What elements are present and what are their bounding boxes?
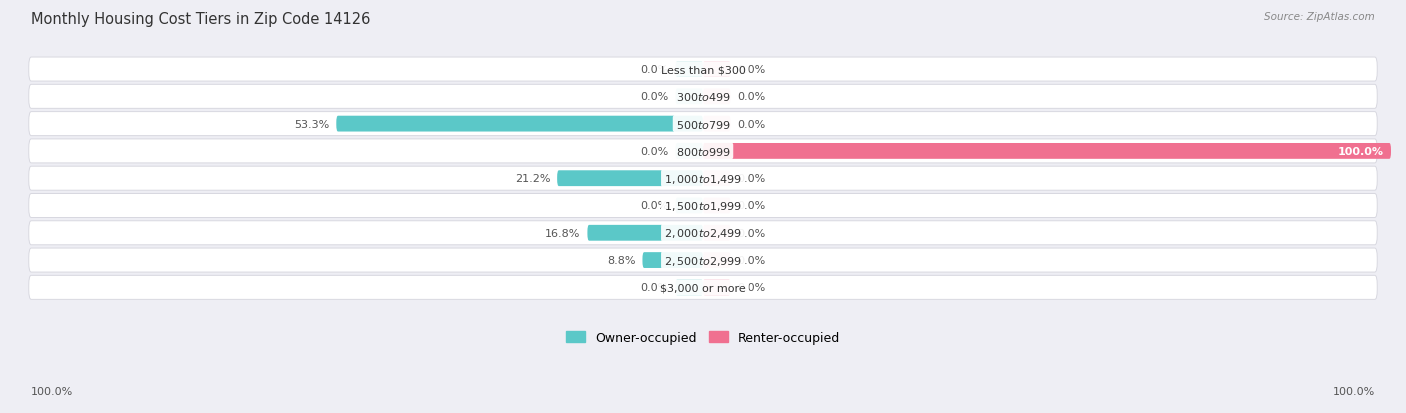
FancyBboxPatch shape bbox=[28, 276, 1378, 300]
Text: 0.0%: 0.0% bbox=[737, 174, 766, 184]
FancyBboxPatch shape bbox=[703, 116, 731, 132]
Text: 0.0%: 0.0% bbox=[640, 282, 669, 293]
FancyBboxPatch shape bbox=[28, 167, 1378, 191]
Legend: Owner-occupied, Renter-occupied: Owner-occupied, Renter-occupied bbox=[561, 326, 845, 349]
Text: $800 to $999: $800 to $999 bbox=[675, 145, 731, 157]
Text: 0.0%: 0.0% bbox=[640, 201, 669, 211]
Text: 0.0%: 0.0% bbox=[737, 65, 766, 75]
Text: 0.0%: 0.0% bbox=[737, 201, 766, 211]
Text: 0.0%: 0.0% bbox=[737, 119, 766, 129]
FancyBboxPatch shape bbox=[703, 89, 731, 105]
Text: Monthly Housing Cost Tiers in Zip Code 14126: Monthly Housing Cost Tiers in Zip Code 1… bbox=[31, 12, 370, 27]
Text: $2,500 to $2,999: $2,500 to $2,999 bbox=[664, 254, 742, 267]
Text: $1,500 to $1,999: $1,500 to $1,999 bbox=[664, 199, 742, 212]
Text: $2,000 to $2,499: $2,000 to $2,499 bbox=[664, 227, 742, 240]
Text: 8.8%: 8.8% bbox=[607, 256, 636, 266]
FancyBboxPatch shape bbox=[28, 221, 1378, 245]
Text: 53.3%: 53.3% bbox=[294, 119, 329, 129]
Text: Source: ZipAtlas.com: Source: ZipAtlas.com bbox=[1264, 12, 1375, 22]
Text: 0.0%: 0.0% bbox=[737, 92, 766, 102]
FancyBboxPatch shape bbox=[703, 144, 1391, 159]
Text: 16.8%: 16.8% bbox=[546, 228, 581, 238]
FancyBboxPatch shape bbox=[28, 85, 1378, 109]
FancyBboxPatch shape bbox=[675, 144, 703, 159]
FancyBboxPatch shape bbox=[703, 171, 731, 187]
Text: 0.0%: 0.0% bbox=[737, 282, 766, 293]
FancyBboxPatch shape bbox=[703, 198, 731, 214]
Text: $1,000 to $1,499: $1,000 to $1,499 bbox=[664, 172, 742, 185]
FancyBboxPatch shape bbox=[336, 116, 703, 132]
FancyBboxPatch shape bbox=[703, 62, 731, 78]
FancyBboxPatch shape bbox=[703, 280, 731, 296]
FancyBboxPatch shape bbox=[703, 225, 731, 241]
FancyBboxPatch shape bbox=[28, 58, 1378, 82]
FancyBboxPatch shape bbox=[28, 140, 1378, 164]
FancyBboxPatch shape bbox=[675, 280, 703, 296]
Text: 100.0%: 100.0% bbox=[31, 387, 73, 396]
FancyBboxPatch shape bbox=[28, 249, 1378, 273]
Text: 100.0%: 100.0% bbox=[1333, 387, 1375, 396]
FancyBboxPatch shape bbox=[643, 252, 703, 268]
Text: Less than $300: Less than $300 bbox=[661, 65, 745, 75]
Text: $500 to $799: $500 to $799 bbox=[675, 119, 731, 131]
Text: 0.0%: 0.0% bbox=[640, 147, 669, 157]
Text: 0.0%: 0.0% bbox=[640, 92, 669, 102]
FancyBboxPatch shape bbox=[588, 225, 703, 241]
FancyBboxPatch shape bbox=[28, 112, 1378, 136]
Text: $300 to $499: $300 to $499 bbox=[675, 91, 731, 103]
FancyBboxPatch shape bbox=[675, 62, 703, 78]
Text: $3,000 or more: $3,000 or more bbox=[661, 282, 745, 293]
FancyBboxPatch shape bbox=[703, 252, 731, 268]
Text: 0.0%: 0.0% bbox=[737, 256, 766, 266]
Text: 100.0%: 100.0% bbox=[1339, 147, 1384, 157]
FancyBboxPatch shape bbox=[675, 89, 703, 105]
FancyBboxPatch shape bbox=[28, 194, 1378, 218]
Text: 0.0%: 0.0% bbox=[640, 65, 669, 75]
Text: 21.2%: 21.2% bbox=[515, 174, 550, 184]
Text: 0.0%: 0.0% bbox=[737, 228, 766, 238]
FancyBboxPatch shape bbox=[557, 171, 703, 187]
FancyBboxPatch shape bbox=[675, 198, 703, 214]
